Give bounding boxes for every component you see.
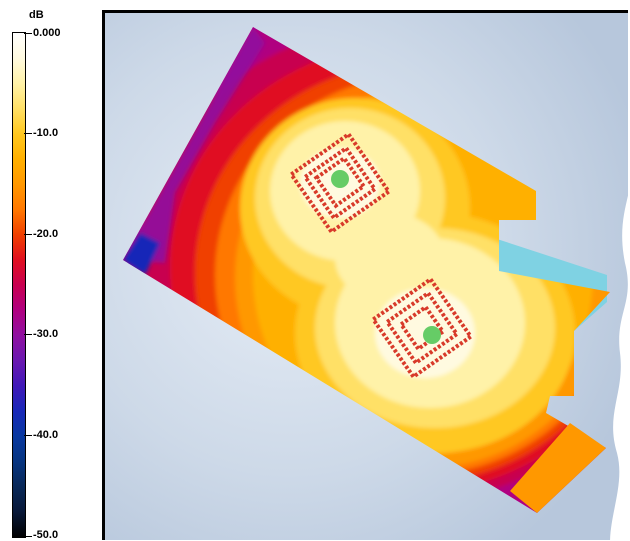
legend-tick-0 xyxy=(24,33,32,34)
coverage-map[interactable] xyxy=(102,10,628,540)
access-point-2-source-icon xyxy=(423,326,441,344)
legend-tick-2 xyxy=(24,234,32,235)
colorbar xyxy=(12,32,26,538)
access-point-1-outer xyxy=(288,131,392,235)
access-point-1-source-icon xyxy=(331,170,349,188)
legend-unit-label: dB xyxy=(29,9,44,21)
legend-tick-label-1: -10.0 xyxy=(33,127,59,139)
legend-tick-4 xyxy=(24,435,32,436)
legend-tick-label-4: -40.0 xyxy=(33,429,59,441)
coverage-heatmap xyxy=(105,13,628,540)
level-5c xyxy=(335,213,445,303)
legend-tick-label-5: -50.0 xyxy=(33,529,59,541)
legend-tick-label-0: 0.000 xyxy=(33,27,61,39)
bottom-right-strip xyxy=(510,423,606,513)
access-point-2-outer xyxy=(370,276,474,380)
access-point-2-mid xyxy=(384,290,460,366)
legend-tick-label-2: -20.0 xyxy=(33,228,59,240)
legend-tick-3 xyxy=(24,334,32,335)
weak-corner-region xyxy=(123,27,265,263)
access-point-1-inner xyxy=(313,155,367,209)
map-outside-region xyxy=(610,195,628,540)
weakest-corner-region xyxy=(123,233,160,275)
color-legend: dB 0.000 -10.0 -20.0 -30.0 -40.0 -50.0 xyxy=(0,0,100,541)
legend-tick-1 xyxy=(24,133,32,134)
legend-tick-5 xyxy=(24,536,32,537)
legend-tick-label-3: -30.0 xyxy=(33,328,59,340)
